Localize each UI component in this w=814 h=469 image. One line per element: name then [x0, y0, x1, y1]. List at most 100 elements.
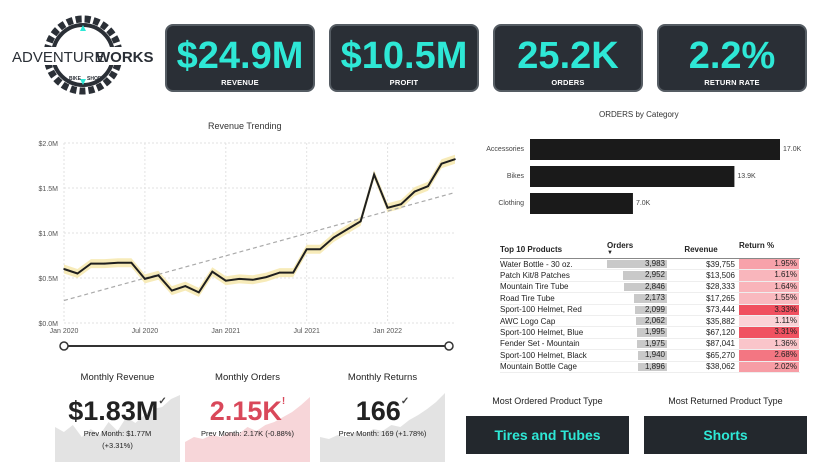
logo-sub-right: SHOP [87, 76, 102, 82]
check-icon: ✓ [158, 396, 167, 407]
cell-revenue: $73,444 [706, 305, 735, 315]
x-tick-label: Jan 2020 [50, 328, 79, 335]
table-row[interactable]: Water Bottle - 30 oz. 3,983 $39,755 1.95% [500, 259, 800, 271]
table-row[interactable]: Patch Kit/8 Patches 2,952 $13,506 1.61% [500, 270, 800, 282]
category-chart-title: ORDERS by Category [599, 110, 679, 119]
cell-orders: 2,099 [607, 305, 667, 315]
confidence-band [64, 154, 455, 297]
cell-return: 2.02% [739, 361, 799, 372]
table-row[interactable]: Sport-100 Helmet, Blue 1,995 $67,120 3.31% [500, 327, 800, 339]
header-product[interactable]: Top 10 Products [500, 245, 563, 254]
category-bar[interactable] [530, 166, 735, 187]
cell-orders: 2,846 [607, 282, 667, 292]
cell-orders: 2,173 [607, 293, 667, 303]
category-label: Bikes [507, 173, 525, 180]
cell-revenue: $35,882 [706, 316, 735, 326]
data-point [440, 162, 443, 165]
top-products-table[interactable]: Top 10 Products Orders ▼ Revenue Return %… [500, 241, 800, 373]
slider-handle-right[interactable] [444, 341, 454, 351]
table-row[interactable]: Road Tire Tube 2,173 $17,265 1.55% [500, 293, 800, 305]
return-heat [739, 304, 799, 315]
cell-revenue: $13,506 [706, 271, 735, 281]
category-label: Clothing [498, 200, 524, 207]
monthly-returns-sparkline [320, 393, 445, 462]
data-point [63, 268, 65, 270]
cell-product: Sport-100 Helmet, Blue [500, 328, 584, 338]
data-point [103, 262, 106, 265]
table-row[interactable]: Sport-100 Helmet, Red 2,099 $73,444 3.33% [500, 304, 800, 316]
monthly-returns-number: 166 [355, 396, 401, 426]
bar-value-label: 7.0K [636, 200, 651, 207]
cell-orders: 2,952 [607, 270, 667, 280]
data-point [238, 278, 241, 280]
revenue-chart-title: Revenue Trending [208, 121, 282, 131]
cell-orders: 2,062 [607, 316, 667, 326]
monthly-revenue-prev: Prev Month: $1.77M [83, 429, 152, 438]
x-tick-label: Jul 2021 [293, 328, 320, 335]
orders-databar [637, 339, 667, 349]
y-tick-label: $0.5M [39, 276, 59, 283]
header-revenue[interactable]: Revenue [684, 245, 718, 254]
y-tick-label: $2.0M [39, 141, 59, 148]
category-bar[interactable] [530, 139, 780, 160]
data-point [427, 185, 429, 187]
cell-product: Patch Kit/8 Patches [500, 271, 570, 281]
kpi-orders-card: 25.2K ORDERS [493, 24, 643, 92]
y-tick-label: $1.0M [39, 231, 59, 238]
most-ordered-value[interactable]: Tires and Tubes [466, 416, 629, 454]
y-tick-label: $0.0M [39, 321, 59, 328]
cell-revenue: $39,755 [706, 259, 735, 269]
data-point [292, 271, 295, 274]
cell-revenue: $67,120 [706, 328, 735, 338]
cell-revenue: $28,333 [706, 282, 735, 292]
orders-databar [637, 351, 667, 360]
orders-by-category-chart[interactable]: Accessories 17.0K Bikes 13.9K Clothing 7.0K [470, 130, 814, 230]
data-point [413, 190, 416, 193]
data-point [171, 289, 173, 292]
monthly-revenue-value: $1.83M✓ [55, 396, 180, 427]
table-row[interactable]: Fender Set - Mountain 1,975 $87,041 1.36% [500, 338, 800, 351]
monthly-returns-card: Monthly Returns 166✓ Prev Month: 169 (+1… [320, 372, 445, 462]
monthly-revenue-title: Monthly Revenue [80, 372, 155, 383]
slider-handle-left[interactable] [59, 341, 69, 351]
monthly-revenue-sparkline [55, 395, 180, 462]
cell-orders: 1,975 [607, 339, 667, 349]
table-body: Water Bottle - 30 oz. 3,983 $39,755 1.95% Pa… [500, 259, 800, 373]
y-tick-label: $1.5M [39, 186, 59, 193]
kpi-return-rate-value: 2.2% [688, 35, 776, 77]
cell-return: 1.55% [739, 293, 799, 304]
cell-orders: 1,940 [607, 350, 667, 360]
orders-databar [635, 316, 667, 326]
data-point [224, 279, 227, 282]
most-returned-value[interactable]: Shorts [644, 416, 807, 454]
data-point [130, 261, 133, 264]
header-orders[interactable]: Orders ▼ [607, 241, 634, 256]
check-icon: ✓ [400, 396, 410, 407]
orders-databar [607, 260, 667, 269]
cell-return: 1.11% [739, 315, 799, 327]
data-point [265, 276, 268, 278]
revenue-trending-chart[interactable]: $0.0M $0.5M $1.0M $1.5M $2.0M Jan 2020 Jul 202… [0, 130, 470, 355]
cell-return: 1.61% [739, 270, 799, 281]
most-ordered-label: Most Ordered Product Type [492, 396, 603, 406]
cell-return: 1.64% [739, 281, 799, 293]
return-heat [739, 327, 799, 338]
cell-orders: 1,995 [607, 327, 667, 337]
return-heat [739, 259, 799, 270]
kpi-orders-value: 25.2K [517, 35, 619, 77]
header-return[interactable]: Return % [739, 241, 775, 250]
data-point [184, 285, 187, 287]
kpi-return-rate-label: RETURN RATE [704, 78, 760, 87]
table-row[interactable]: Mountain Tire Tube 2,846 $28,333 1.64% [500, 281, 800, 294]
kpi-revenue-label: REVENUE [221, 78, 259, 87]
alert-icon: ! [281, 396, 286, 407]
cell-product: Sport-100 Helmet, Black [500, 350, 587, 360]
table-row[interactable]: Sport-100 Helmet, Black 1,940 $65,270 2.68% [500, 350, 800, 362]
table-row[interactable]: Mountain Bottle Cage 1,896 $38,062 2.02% [500, 361, 800, 373]
table-row[interactable]: AWC Logo Cap 2,062 $35,882 1.11% [500, 315, 800, 328]
kpi-profit-value: $10.5M [340, 35, 468, 77]
return-heat [739, 361, 799, 372]
most-returned-label: Most Returned Product Type [668, 396, 783, 406]
category-bar[interactable] [530, 193, 633, 214]
orders-databar [634, 294, 667, 303]
